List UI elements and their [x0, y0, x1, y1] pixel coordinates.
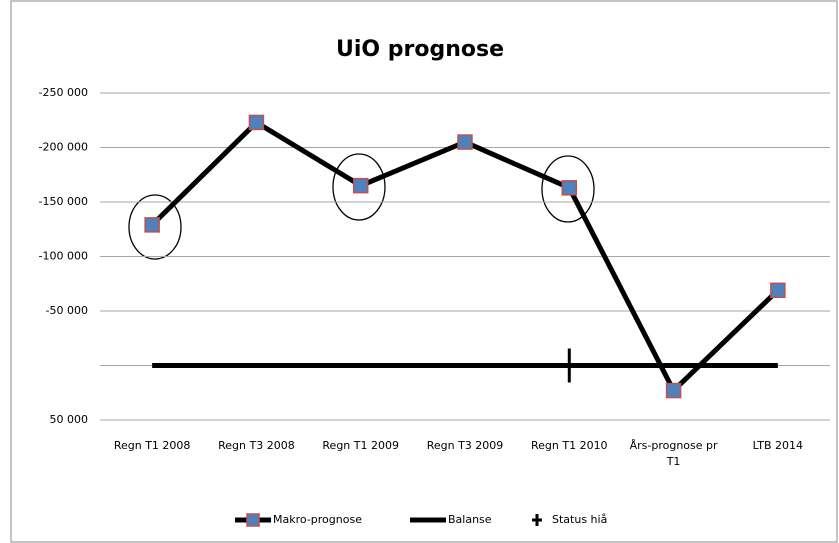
y-tick-label: -250 000	[39, 86, 88, 99]
legend-symbol	[246, 513, 260, 527]
x-tick-label: Regn T1 2010	[530, 439, 608, 452]
marker	[248, 114, 265, 131]
annotation-circle	[128, 194, 182, 260]
x-tick-label: LTB 2014	[752, 439, 804, 452]
marker	[770, 282, 786, 299]
marker	[144, 217, 160, 233]
x-tick-label: Års-prognose pr T1	[629, 439, 718, 468]
x-tick-label: Regn T1 2009	[322, 439, 399, 452]
legend-label: Balanse	[448, 513, 492, 526]
x-tick-label: Regn T3 2009	[426, 439, 504, 452]
annotation-circle	[541, 155, 595, 223]
marker	[665, 382, 682, 399]
y-tick-label: -50 000	[46, 304, 88, 317]
x-tick-label: Regn T1 2008	[113, 439, 191, 452]
marker	[352, 177, 369, 194]
x-tick-label: Regn T3 2008	[218, 439, 295, 452]
legend: Makro-prognose Balanse Status hiå	[235, 513, 607, 527]
marker	[561, 180, 578, 196]
marker	[457, 134, 473, 150]
legend-label: Makro-prognose	[273, 513, 362, 526]
annotation-circles	[128, 153, 595, 260]
annotation-circle	[332, 153, 386, 221]
legend-label: Status hiå	[552, 513, 607, 526]
y-tick-label: -200 000	[39, 141, 88, 154]
y-tick-label: 50 000	[50, 413, 89, 426]
y-tick-label: -100 000	[39, 250, 88, 263]
y-tick-label: -150 000	[39, 195, 88, 208]
chart-title: UiO prognose	[336, 37, 504, 62]
chart-frame	[10, 0, 838, 543]
